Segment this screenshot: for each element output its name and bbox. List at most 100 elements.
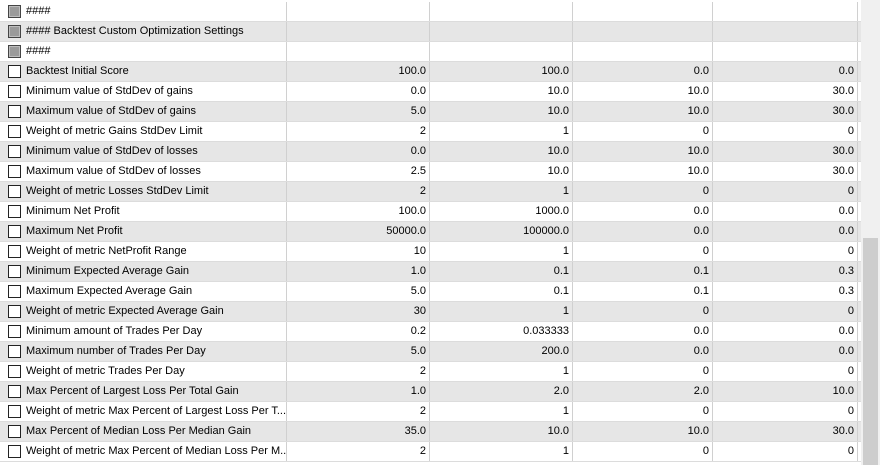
- row-checkbox[interactable]: [8, 65, 21, 78]
- row-checkbox[interactable]: [8, 285, 21, 298]
- row-checkbox[interactable]: [8, 345, 21, 358]
- table-row[interactable]: Weight of metric Expected Average Gain 30…: [0, 302, 861, 322]
- table-row[interactable]: ####: [0, 2, 861, 22]
- value-cell-4[interactable]: 0: [713, 122, 858, 141]
- value-cell-4[interactable]: 30.0: [713, 102, 858, 121]
- vertical-scrollbar[interactable]: [861, 0, 880, 465]
- value-cell-1[interactable]: 1.0: [287, 382, 430, 401]
- table-row[interactable]: Max Percent of Median Loss Per Median Ga…: [0, 422, 861, 442]
- row-checkbox[interactable]: [8, 85, 21, 98]
- value-cell-2[interactable]: [430, 42, 573, 61]
- value-cell-2[interactable]: 1: [430, 242, 573, 261]
- table-row[interactable]: Maximum Net Profit 50000.0 100000.0 0.0 0.0: [0, 222, 861, 242]
- value-cell-2[interactable]: 10.0: [430, 82, 573, 101]
- table-row[interactable]: Maximum value of StdDev of gains 5.0 10.0 1…: [0, 102, 861, 122]
- value-cell-4[interactable]: [713, 22, 858, 41]
- value-cell-4[interactable]: 0: [713, 362, 858, 381]
- value-cell-1[interactable]: [287, 22, 430, 41]
- table-row[interactable]: Weight of metric Max Percent of Median L…: [0, 442, 861, 462]
- row-checkbox[interactable]: [8, 385, 21, 398]
- row-checkbox[interactable]: [8, 5, 21, 18]
- value-cell-2[interactable]: 10.0: [430, 162, 573, 181]
- value-cell-2[interactable]: [430, 2, 573, 21]
- row-checkbox[interactable]: [8, 245, 21, 258]
- value-cell-1[interactable]: [287, 42, 430, 61]
- value-cell-3[interactable]: 0.1: [573, 282, 713, 301]
- value-cell-2[interactable]: 100.0: [430, 62, 573, 81]
- table-row[interactable]: #### Backtest Custom Optimization Settin…: [0, 22, 861, 42]
- value-cell-3[interactable]: 0: [573, 182, 713, 201]
- table-row[interactable]: Minimum Expected Average Gain 1.0 0.1 0.1 0.…: [0, 262, 861, 282]
- table-row[interactable]: Minimum amount of Trades Per Day 0.2 0.033…: [0, 322, 861, 342]
- value-cell-2[interactable]: 1: [430, 182, 573, 201]
- value-cell-3[interactable]: 10.0: [573, 142, 713, 161]
- row-checkbox[interactable]: [8, 425, 21, 438]
- value-cell-4[interactable]: 30.0: [713, 142, 858, 161]
- value-cell-1[interactable]: 100.0: [287, 202, 430, 221]
- row-checkbox[interactable]: [8, 145, 21, 158]
- value-cell-3[interactable]: [573, 2, 713, 21]
- value-cell-3[interactable]: 0: [573, 442, 713, 461]
- table-row[interactable]: Weight of metric Gains StdDev Limit 2 1 0 0: [0, 122, 861, 142]
- value-cell-3[interactable]: 0: [573, 362, 713, 381]
- value-cell-3[interactable]: 0.0: [573, 202, 713, 221]
- value-cell-2[interactable]: 2.0: [430, 382, 573, 401]
- value-cell-3[interactable]: 10.0: [573, 82, 713, 101]
- value-cell-2[interactable]: 10.0: [430, 142, 573, 161]
- value-cell-2[interactable]: 1: [430, 122, 573, 141]
- table-row[interactable]: Maximum number of Trades Per Day 5.0 200.0…: [0, 342, 861, 362]
- row-checkbox[interactable]: [8, 185, 21, 198]
- value-cell-4[interactable]: 0: [713, 182, 858, 201]
- value-cell-4[interactable]: 10.0: [713, 382, 858, 401]
- value-cell-2[interactable]: 1: [430, 362, 573, 381]
- table-row[interactable]: Backtest Initial Score 100.0 100.0 0.0 0.0: [0, 62, 861, 82]
- value-cell-2[interactable]: 0.1: [430, 282, 573, 301]
- value-cell-3[interactable]: 0: [573, 402, 713, 421]
- row-checkbox[interactable]: [8, 205, 21, 218]
- table-row[interactable]: Minimum value of StdDev of gains 0.0 10.0 1…: [0, 82, 861, 102]
- value-cell-1[interactable]: 10: [287, 242, 430, 261]
- value-cell-1[interactable]: 35.0: [287, 422, 430, 441]
- value-cell-1[interactable]: 2: [287, 182, 430, 201]
- value-cell-3[interactable]: 0: [573, 242, 713, 261]
- value-cell-3[interactable]: 0: [573, 122, 713, 141]
- value-cell-1[interactable]: [287, 2, 430, 21]
- table-row[interactable]: Maximum value of StdDev of losses 2.5 10.0…: [0, 162, 861, 182]
- value-cell-4[interactable]: [713, 2, 858, 21]
- row-checkbox[interactable]: [8, 305, 21, 318]
- value-cell-4[interactable]: 0.0: [713, 322, 858, 341]
- value-cell-2[interactable]: 0.033333: [430, 322, 573, 341]
- row-checkbox[interactable]: [8, 125, 21, 138]
- value-cell-1[interactable]: 2: [287, 402, 430, 421]
- value-cell-3[interactable]: 2.0: [573, 382, 713, 401]
- value-cell-3[interactable]: 0.0: [573, 62, 713, 81]
- row-checkbox[interactable]: [8, 405, 21, 418]
- value-cell-4[interactable]: 0.0: [713, 202, 858, 221]
- value-cell-2[interactable]: 10.0: [430, 422, 573, 441]
- value-cell-1[interactable]: 2: [287, 442, 430, 461]
- value-cell-3[interactable]: 10.0: [573, 162, 713, 181]
- row-checkbox[interactable]: [8, 25, 21, 38]
- value-cell-1[interactable]: 0.2: [287, 322, 430, 341]
- scrollbar-thumb[interactable]: [863, 238, 878, 465]
- value-cell-4[interactable]: 30.0: [713, 82, 858, 101]
- value-cell-4[interactable]: 30.0: [713, 162, 858, 181]
- value-cell-3[interactable]: [573, 42, 713, 61]
- value-cell-1[interactable]: 30: [287, 302, 430, 321]
- value-cell-1[interactable]: 5.0: [287, 282, 430, 301]
- row-checkbox[interactable]: [8, 45, 21, 58]
- row-checkbox[interactable]: [8, 165, 21, 178]
- value-cell-4[interactable]: 0: [713, 402, 858, 421]
- value-cell-4[interactable]: 0.3: [713, 262, 858, 281]
- value-cell-4[interactable]: 0: [713, 302, 858, 321]
- value-cell-3[interactable]: 0.0: [573, 322, 713, 341]
- value-cell-4[interactable]: 0.0: [713, 62, 858, 81]
- value-cell-4[interactable]: 0.0: [713, 222, 858, 241]
- value-cell-2[interactable]: [430, 22, 573, 41]
- row-checkbox[interactable]: [8, 265, 21, 278]
- value-cell-2[interactable]: 1: [430, 402, 573, 421]
- value-cell-2[interactable]: 1000.0: [430, 202, 573, 221]
- value-cell-1[interactable]: 1.0: [287, 262, 430, 281]
- value-cell-3[interactable]: 10.0: [573, 102, 713, 121]
- value-cell-4[interactable]: 0.0: [713, 342, 858, 361]
